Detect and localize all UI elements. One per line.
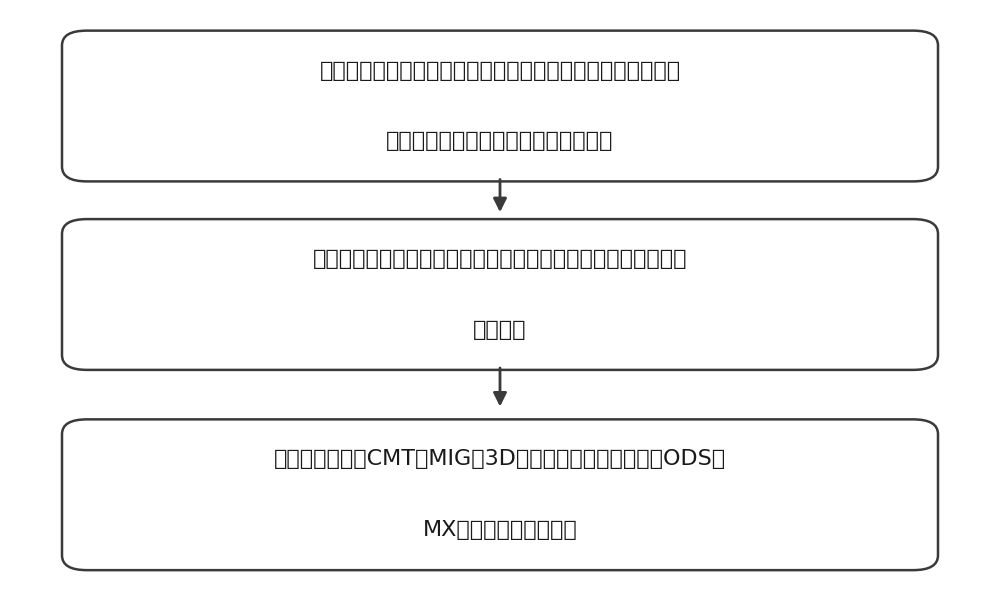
FancyBboxPatch shape [62,419,938,570]
Text: 采用电弧熔丝（CMT或MIG）3D打印技术快速打印出纳米ODS和: 采用电弧熔丝（CMT或MIG）3D打印技术快速打印出纳米ODS和 [274,449,726,469]
Text: 将金属粉、脱氧剂及氧化钇按照化学计量数配比，在混料机中: 将金属粉、脱氧剂及氧化钇按照化学计量数配比，在混料机中 [319,61,681,81]
Text: MX弥散强化低活化钢件: MX弥散强化低活化钢件 [423,520,577,540]
FancyBboxPatch shape [62,31,938,181]
Text: 进行混料，以得到混合均匀的合金粉料: 进行混料，以得到混合均匀的合金粉料 [386,131,614,151]
Text: 将混合好的金属粉用钢带包裹并进行反复拉拔成形，以得到所述: 将混合好的金属粉用钢带包裹并进行反复拉拔成形，以得到所述 [313,249,687,269]
Text: 药芯丝材: 药芯丝材 [473,320,527,340]
FancyBboxPatch shape [62,219,938,370]
